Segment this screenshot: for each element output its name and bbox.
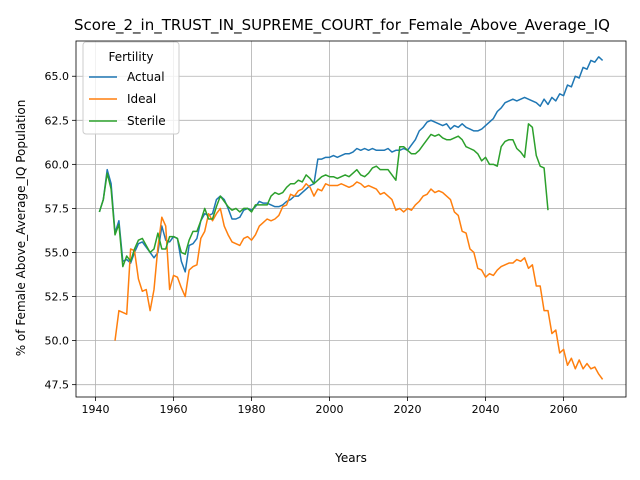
y-axis-label: % of Female Above_Average_IQ Population bbox=[14, 100, 28, 357]
y-tick-label: 65.0 bbox=[45, 70, 70, 83]
x-tick-label: 2020 bbox=[394, 403, 422, 416]
y-tick-label: 57.5 bbox=[45, 202, 70, 215]
y-tick-label: 47.5 bbox=[45, 379, 70, 392]
legend-box bbox=[82, 41, 180, 135]
axis-ticks: 1940 1960 1980 2000 2020 2040 2060 47.5 50.0 52.5… bbox=[45, 70, 578, 416]
x-axis-label: Years bbox=[334, 451, 367, 465]
x-tick-label: 2060 bbox=[550, 403, 578, 416]
x-tick-label: 1980 bbox=[238, 403, 266, 416]
gridlines bbox=[76, 41, 626, 397]
series-line-actual bbox=[98, 56, 604, 273]
legend-label-ideal: Ideal bbox=[127, 92, 156, 106]
legend-entries: Actual Ideal Sterile bbox=[89, 70, 166, 128]
y-tick-label: 55.0 bbox=[45, 246, 70, 259]
series-lines bbox=[98, 56, 604, 380]
series-line-sterile bbox=[98, 123, 549, 268]
x-tick-label: 2000 bbox=[316, 403, 344, 416]
y-tick-label: 60.0 bbox=[45, 158, 70, 171]
legend-title: Fertility bbox=[108, 50, 153, 64]
y-tick-label: 52.5 bbox=[45, 291, 70, 304]
y-tick-label: 62.5 bbox=[45, 114, 70, 127]
x-tick-label: 1940 bbox=[82, 403, 110, 416]
legend-label-sterile: Sterile bbox=[127, 114, 166, 128]
plot-frame bbox=[75, 40, 627, 398]
x-tick-label: 1960 bbox=[160, 403, 188, 416]
y-tick-label: 50.0 bbox=[45, 335, 70, 348]
chart-title: Score_2_in_TRUST_IN_SUPREME_COURT_for_Fe… bbox=[74, 16, 610, 35]
legend: Fertility Actual Ideal Sterile bbox=[82, 41, 180, 135]
series-line-ideal bbox=[114, 181, 604, 380]
x-tick-label: 2040 bbox=[472, 403, 500, 416]
legend-label-actual: Actual bbox=[127, 70, 165, 84]
